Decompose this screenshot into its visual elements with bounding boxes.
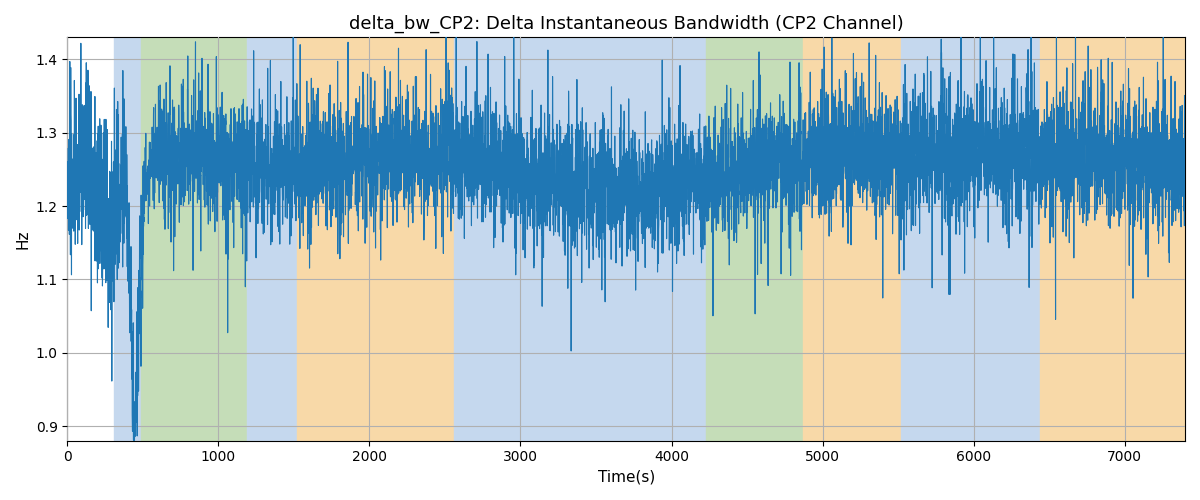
Bar xyxy=(67,38,114,440)
Bar xyxy=(296,38,454,440)
Title: delta_bw_CP2: Delta Instantaneous Bandwidth (CP2 Channel): delta_bw_CP2: Delta Instantaneous Bandwi… xyxy=(349,15,904,34)
Bar xyxy=(803,38,901,440)
Bar xyxy=(247,38,296,440)
Bar xyxy=(684,38,707,440)
Y-axis label: Hz: Hz xyxy=(16,230,30,249)
Bar xyxy=(454,38,684,440)
Bar xyxy=(114,38,142,440)
Bar xyxy=(142,38,247,440)
Bar xyxy=(1040,38,1184,440)
Bar xyxy=(707,38,803,440)
X-axis label: Time(s): Time(s) xyxy=(598,470,655,485)
Bar xyxy=(901,38,1040,440)
